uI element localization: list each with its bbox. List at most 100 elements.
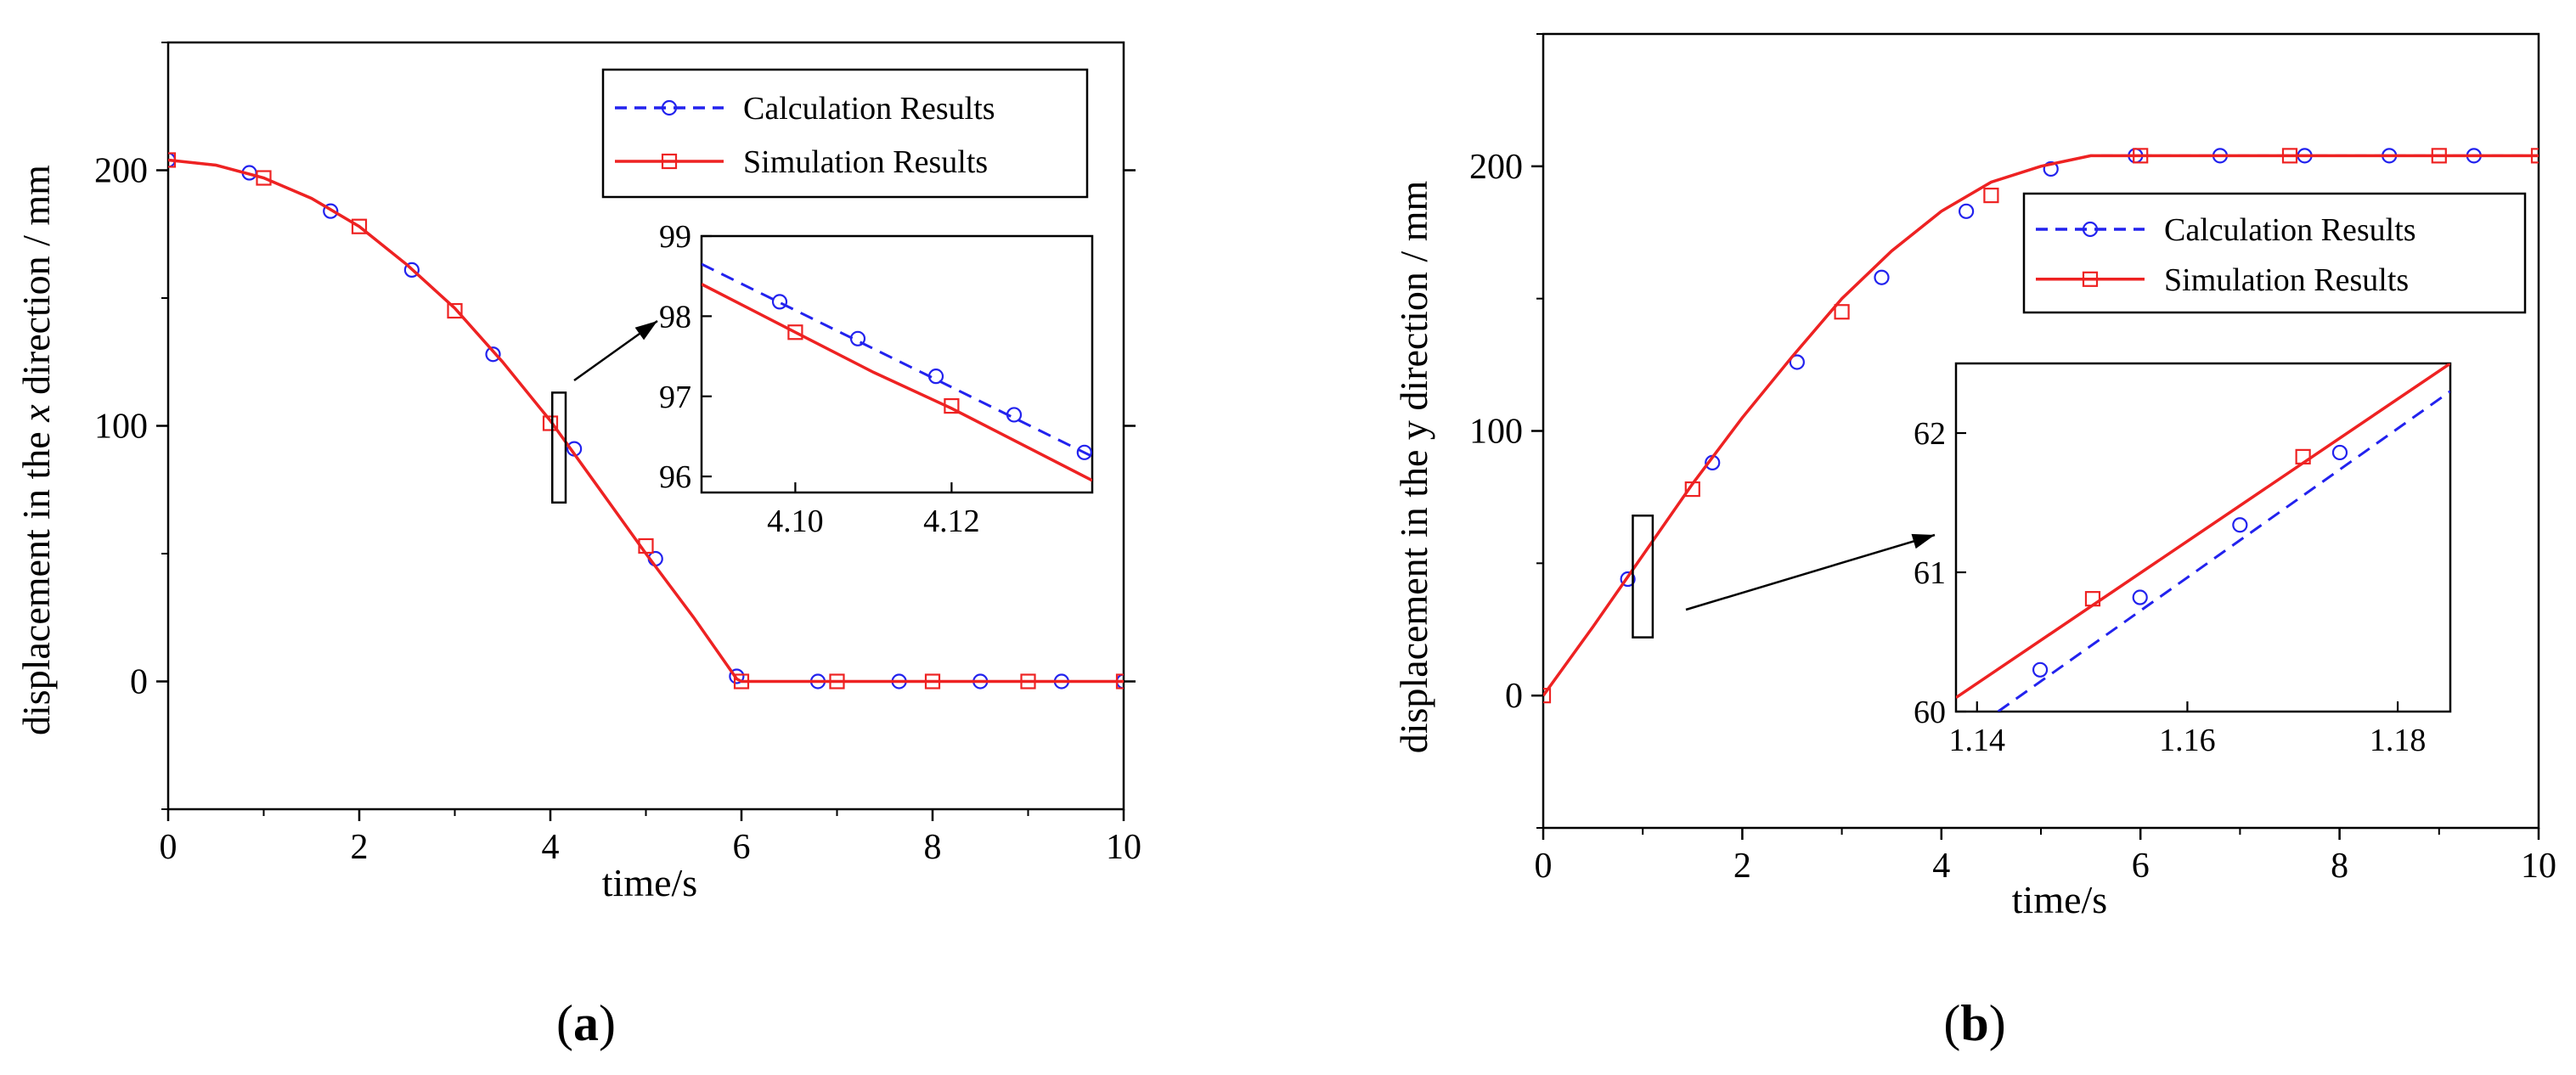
- chart-b-inset-plot: [1956, 363, 2450, 712]
- chart-a-ytick-label: 0: [130, 663, 148, 702]
- chart-b-inset-sim-line: [1956, 363, 2450, 700]
- chart-b-zoom-box: [1632, 514, 1654, 639]
- chart-b-series-sim-marker: [2281, 148, 2298, 164]
- chart-a-ylabel: displacement in the x direction / mm: [14, 165, 58, 735]
- chart-b-series-sim-marker: [1834, 304, 1850, 320]
- chart-a-inset-sim-marker: [787, 324, 803, 341]
- chart-b-inset-xtick-label: 1.14: [1949, 723, 2006, 758]
- chart-b-series-sim-marker: [1684, 481, 1700, 498]
- chart-a-xlabel: time/s: [602, 861, 697, 904]
- chart-a-xtick-label: 6: [733, 828, 751, 867]
- chart-a-inset-ytick-label: 98: [659, 299, 691, 335]
- chart-b-series-sim-marker: [2431, 148, 2447, 164]
- chart-b-xtick-label: 2: [1733, 847, 1751, 886]
- chart-b-series-sim-marker: [1543, 688, 1552, 704]
- chart-b-xtick-label: 4: [1932, 847, 1950, 886]
- chart-b-xlabel: time/s: [2012, 878, 2107, 921]
- chart-a-series-calc-marker: [403, 262, 420, 278]
- chart-a-series-sim-marker: [256, 170, 272, 186]
- chart-b-series-sim-marker: [2133, 148, 2149, 164]
- chart-b-series-sim-marker: [1983, 188, 1999, 204]
- chart-a-series-sim-marker: [168, 152, 177, 168]
- chart-b-inset-xtick-label: 1.18: [2370, 723, 2427, 758]
- chart-a-ytick-label: 200: [94, 152, 148, 191]
- chart-a-series-sim-marker: [542, 415, 559, 431]
- chart-b-series-calc-marker: [1789, 354, 1805, 370]
- chart-b-inset-calc-line: [1997, 390, 2450, 712]
- chart-a-legend: [601, 68, 1089, 199]
- chart-a-inset-xtick-label: 4.12: [923, 504, 980, 539]
- chart-b-series-calc-marker: [1874, 269, 1890, 285]
- chart-a-inset-calc-marker: [771, 294, 788, 310]
- chart-b-inset-sim-marker: [2295, 448, 2311, 464]
- chart-b-series-calc-marker: [1620, 571, 1636, 588]
- chart-b-series-sim-marker: [2530, 148, 2539, 164]
- chart-b-legend-sim-label: Simulation Results: [2164, 262, 2409, 298]
- chart-a-series-sim-marker: [829, 673, 845, 689]
- chart-b-inset-ytick-label: 61: [1914, 555, 1946, 591]
- chart-b-inset-ytick-label: 62: [1914, 416, 1946, 452]
- chart-b-plot-area: [1543, 148, 2539, 704]
- chart-b-inset-calc-marker: [2032, 661, 2049, 678]
- chart-a-inset-ytick-label: 99: [659, 219, 691, 255]
- chart-a-inset-calc-line: [702, 262, 1092, 458]
- chart-b-legend-calc-label: Calculation Results: [2164, 212, 2416, 248]
- chart-a-inset-frame: [700, 234, 1094, 494]
- chart-a-xtick-label: 8: [924, 828, 942, 867]
- chart-b-ytick-label: 200: [1469, 148, 1523, 187]
- chart-a-inset-calc-marker: [927, 369, 944, 385]
- chart-b-legend-sim-marker: [2082, 271, 2099, 287]
- chart-a: displacement in the x direction / mm tim…: [14, 41, 1141, 1051]
- chart-a-caption: (a): [556, 995, 616, 1051]
- chart-a-series-calc-marker: [323, 203, 339, 219]
- chart-a-series-sim-marker: [1020, 673, 1036, 689]
- chart-a-legend-calc-label: Calculation Results: [743, 91, 995, 127]
- chart-a-series-sim-marker: [638, 538, 654, 554]
- chart-a-inset-sim-line: [702, 283, 1092, 482]
- chart-a-inset-ytick-label: 96: [659, 459, 691, 495]
- chart-a-inset-sim-marker: [944, 397, 960, 414]
- chart-a-series-sim-marker: [1115, 673, 1124, 689]
- chart-a-ytick-label: 100: [94, 408, 148, 447]
- chart-a-legend-sim-label: Simulation Results: [743, 144, 988, 180]
- chart-a-legend-sim-marker: [661, 153, 678, 170]
- chart-a-series-sim-marker: [351, 218, 368, 234]
- chart-b-xtick-label: 0: [1535, 847, 1553, 886]
- chart-a-inset-xtick-label: 4.10: [767, 504, 824, 539]
- chart-b-inset-calc-marker: [2331, 444, 2348, 461]
- chart-a-xtick-label: 0: [160, 828, 178, 867]
- chart-b-legend: [2022, 192, 2527, 314]
- chart-b-zoom-arrow: [1685, 533, 1936, 611]
- chart-a-inset-plot: [702, 262, 1092, 482]
- chart-b-zoom-arrow-head: [1911, 533, 1935, 549]
- chart-a-inset-ytick-label: 97: [659, 380, 691, 415]
- chart-b-xtick-label: 8: [2331, 847, 2348, 886]
- chart-b-series-calc-marker: [2043, 160, 2059, 177]
- chart-b-inset-sim-marker: [2084, 591, 2101, 607]
- chart-b-inset-frame: [1954, 362, 2452, 713]
- chart-b-inset-xtick-label: 1.16: [2159, 723, 2216, 758]
- chart-a-xtick-label: 10: [1106, 828, 1141, 867]
- chart-a-inset-calc-marker: [1006, 407, 1023, 423]
- chart-a-inset-calc-marker: [849, 330, 866, 346]
- chart-b-caption: (b): [1943, 995, 2005, 1051]
- chart-b-series-sim-line: [1543, 154, 2539, 697]
- chart-b: displacement in the y direction / mm tim…: [1392, 32, 2556, 1051]
- chart-b-xtick-label: 6: [2132, 847, 2150, 886]
- chart-a-series-sim-line: [168, 158, 1124, 684]
- chart-b-series-calc-marker: [1959, 203, 1975, 219]
- chart-b-inset-calc-marker: [2132, 589, 2148, 605]
- chart-a-plot-area: [168, 152, 1124, 689]
- chart-a-inset-calc-marker: [1076, 444, 1092, 460]
- chart-a-series-sim-marker: [447, 302, 463, 319]
- chart-b-xtick-label: 10: [2521, 847, 2556, 886]
- chart-a-series-calc-marker: [485, 346, 501, 363]
- chart-a-series-sim-marker: [733, 673, 750, 689]
- chart-b-ylabel: displacement in the y direction / mm: [1392, 181, 1435, 754]
- chart-a-zoom-box: [551, 391, 567, 504]
- chart-b-ytick-label: 0: [1505, 677, 1523, 716]
- chart-b-legend-calc-marker: [2082, 221, 2099, 238]
- chart-b-ytick-label: 100: [1469, 413, 1523, 452]
- chart-a-xtick-label: 2: [351, 828, 369, 867]
